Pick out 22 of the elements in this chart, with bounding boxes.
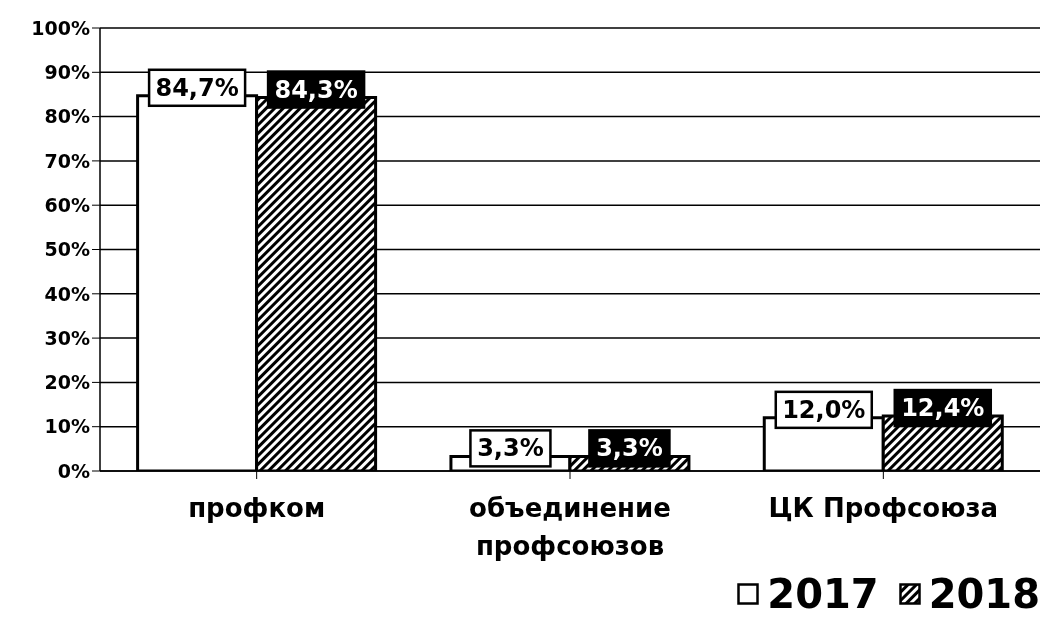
y-tick-label: 70% <box>44 149 90 172</box>
data-label: 84,7% <box>155 73 239 102</box>
data-label: 12,0% <box>782 395 866 424</box>
y-tick-label: 30% <box>44 326 90 349</box>
x-tick-label: объединение профсоюзов <box>469 493 671 561</box>
y-tick-label: 0% <box>57 459 90 482</box>
y-tick-label: 80% <box>44 105 90 128</box>
legend-label: 2017 <box>766 571 879 617</box>
y-tick-label: 100% <box>31 16 90 39</box>
y-tick-label: 50% <box>44 238 90 261</box>
x-tick-label: профком <box>188 493 326 523</box>
data-label: 84,3% <box>274 75 358 104</box>
y-tick-label: 10% <box>44 415 90 438</box>
x-tick-label: ЦК Профсоюза <box>768 493 999 523</box>
y-tick-label: 60% <box>44 193 90 216</box>
data-label: 12,4% <box>901 394 985 423</box>
data-label: 3,3% <box>596 434 663 463</box>
y-tick-label: 20% <box>44 371 90 394</box>
y-tick-label: 90% <box>44 61 90 84</box>
y-tick-label: 40% <box>44 282 90 305</box>
data-label: 3,3% <box>477 434 544 463</box>
legend-label: 2018 <box>927 571 1040 617</box>
